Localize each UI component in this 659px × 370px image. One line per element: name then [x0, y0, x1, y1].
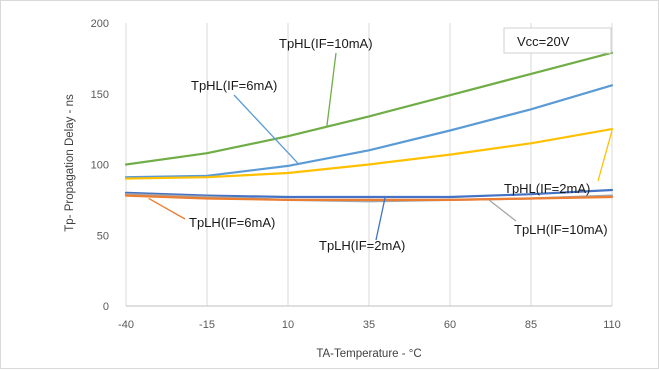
series-line-tphl-if-6ma-: [124, 84, 614, 179]
x-tick-labels: -40 -15 10 35 60 85 110: [118, 319, 621, 331]
y-tick-label: 50: [97, 230, 109, 242]
x-tick-label: 10: [282, 319, 294, 331]
leader-line-tplh-10ma: [488, 199, 517, 222]
label-tplh-10ma: TpLH(IF=10mA): [514, 222, 608, 237]
annotations: TpHL(IF=10mA) TpHL(IF=6mA) TpHL(IF=2mA) …: [148, 27, 613, 253]
y-tick-label: 100: [91, 160, 109, 172]
label-tplh-6ma: TpLH(IF=6mA): [189, 215, 275, 230]
y-tick-label: 200: [91, 18, 109, 30]
label-tphl-6ma: TpHL(IF=6mA): [191, 78, 277, 93]
series-line-tplh-if-2ma-: [124, 188, 614, 199]
label-tplh-2ma: TpLH(IF=2mA): [319, 238, 405, 253]
vcc-note: Vcc=20V: [517, 34, 570, 49]
x-tick-label: 60: [444, 319, 456, 331]
series-line-tplh-if-6ma-: [124, 194, 614, 201]
leader-line-tplh-2ma: [375, 196, 386, 241]
x-axis-title: TA-Temperature - °C: [316, 348, 421, 360]
y-tick-label: 0: [103, 301, 109, 313]
series-line-tphl-if-2ma-: [124, 128, 614, 180]
x-tick-label: -15: [199, 319, 215, 331]
series-lines: [124, 51, 614, 203]
leader-line-tphl-2ma: [597, 130, 613, 182]
vcc-note-box: [503, 27, 612, 54]
series-line-tphl-if-10ma-: [124, 51, 614, 166]
x-tick-label: 110: [603, 319, 621, 331]
leader-line-tplh-6ma: [148, 197, 186, 220]
leader-line-tphl-6ma: [233, 94, 299, 164]
x-tick-label: 85: [525, 319, 537, 331]
gridlines: [125, 23, 613, 307]
label-tphl-2ma: TpHL(IF=2mA): [504, 181, 590, 196]
x-tick-label: -40: [118, 319, 134, 331]
y-axis-title: Tp- Propagation Delay - ns: [64, 94, 76, 232]
y-tick-label: 150: [91, 89, 109, 101]
y-tick-labels: 0 50 100 150 200: [91, 18, 109, 313]
leader-line-tphl-10ma: [326, 52, 337, 127]
label-tphl-10ma: TpHL(IF=10mA): [279, 36, 373, 51]
x-tick-label: 35: [363, 319, 375, 331]
